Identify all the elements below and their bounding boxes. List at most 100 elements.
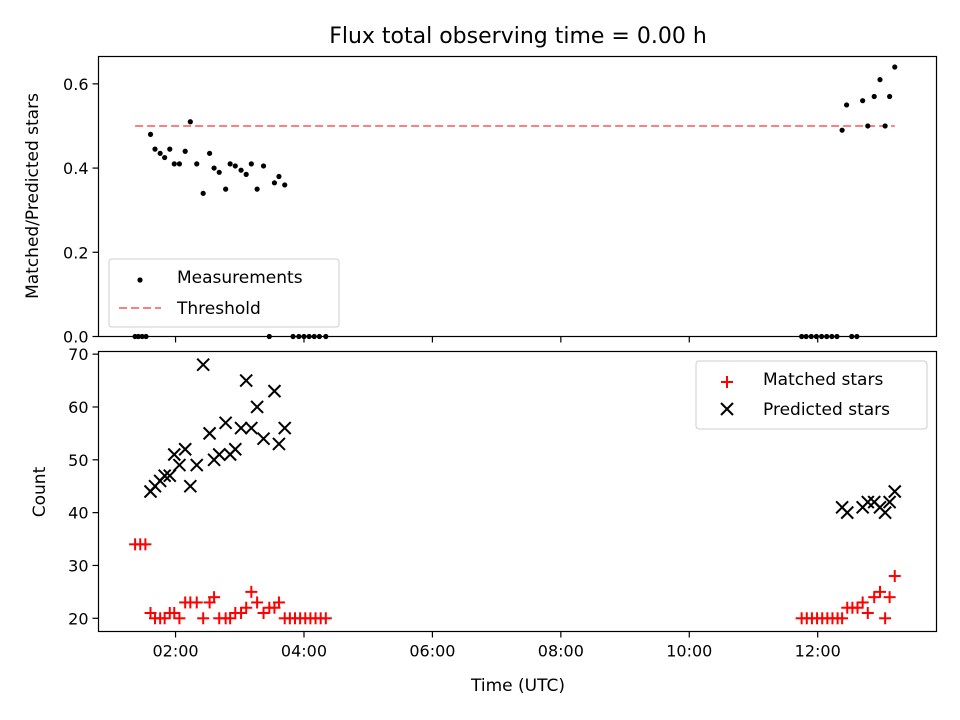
predicted-stars-point bbox=[228, 442, 242, 456]
matched-stars-point bbox=[168, 607, 181, 620]
measurement-point bbox=[276, 173, 282, 180]
measurement-point bbox=[282, 182, 288, 188]
predicted-stars-point bbox=[888, 484, 902, 499]
matched-stars-point bbox=[888, 570, 901, 583]
bottom-panel: 20 30 40 50 60 70 02:00 04:00 06:00 08:00 10:00 12:… bbox=[30, 345, 938, 696]
measurement-point bbox=[227, 161, 233, 167]
predicted-stars-point bbox=[882, 495, 897, 509]
x-tick-label: 10:00 bbox=[666, 642, 712, 661]
matched-stars-point bbox=[240, 601, 253, 614]
predicted-stars-point bbox=[202, 426, 217, 441]
predicted-stars-point bbox=[861, 495, 875, 509]
predicted-stars-point bbox=[172, 458, 187, 472]
x-tick-label: 12:00 bbox=[795, 642, 841, 661]
bottom-y-tick-label: 20 bbox=[68, 609, 88, 628]
measurement-point bbox=[882, 123, 888, 129]
top-panel: 0.0 0.2 0.4 0.6 Matched/Predicted stars Mea… bbox=[23, 55, 938, 347]
bottom-y-tick-label: 30 bbox=[68, 556, 88, 575]
measurement-point bbox=[271, 180, 278, 186]
top-legend: Measurements Threshold bbox=[108, 258, 340, 328]
legend-predicted-marker bbox=[720, 402, 734, 416]
predicted-stars-point bbox=[212, 447, 226, 462]
predicted-stars-point bbox=[218, 416, 233, 430]
measurement-point bbox=[157, 150, 163, 156]
predicted-stars-point bbox=[878, 505, 892, 520]
measurement-point bbox=[194, 161, 200, 167]
legend-measurements-label: Measurements bbox=[177, 268, 303, 288]
measurement-point bbox=[223, 186, 229, 192]
bottom-y-tick-label: 50 bbox=[68, 451, 88, 470]
measurement-point bbox=[152, 146, 158, 152]
matched-stars-point bbox=[245, 585, 258, 598]
matched-stars-point bbox=[197, 612, 210, 625]
matched-stars-point bbox=[851, 601, 864, 614]
legend-threshold-label: Threshold bbox=[176, 299, 261, 319]
x-tick-label: 06:00 bbox=[409, 642, 455, 661]
matched-stars-point bbox=[836, 612, 849, 625]
top-y-tick-label: 0.2 bbox=[63, 243, 88, 262]
measurement-point bbox=[171, 161, 177, 167]
predicted-stars-point bbox=[163, 468, 177, 483]
predicted-stars-point bbox=[157, 468, 172, 483]
matched-stars-point bbox=[158, 612, 171, 625]
predicted-stars-point bbox=[183, 479, 198, 493]
predicted-stars-point bbox=[244, 421, 259, 435]
measurement-point bbox=[865, 123, 871, 129]
matched-stars-point bbox=[251, 596, 264, 609]
matched-stars-point bbox=[173, 612, 186, 625]
measurement-point bbox=[182, 148, 188, 154]
top-axes-frame bbox=[97, 55, 938, 338]
measurement-point bbox=[206, 150, 213, 156]
predicted-stars-point bbox=[239, 373, 253, 388]
measurement-point bbox=[887, 93, 893, 100]
matched-stars-point bbox=[319, 612, 332, 625]
matched-stars-point bbox=[856, 596, 869, 609]
matched-stars-point bbox=[208, 591, 221, 604]
matched-stars-point bbox=[235, 607, 248, 620]
matched-stars-point bbox=[257, 607, 270, 620]
matched-stars-point bbox=[883, 591, 896, 604]
chart-title: Flux total observing time = 0.00 h bbox=[329, 24, 707, 49]
legend-predicted-label: Predicted stars bbox=[763, 400, 890, 420]
predicted-stars-point bbox=[234, 421, 248, 435]
matched-stars-point bbox=[272, 596, 285, 609]
bottom-y-axis-label: Count bbox=[30, 466, 50, 517]
predicted-stars-point bbox=[278, 421, 292, 435]
top-y-axis-label: Matched/Predicted stars bbox=[23, 93, 43, 299]
bottom-y-tick-label: 40 bbox=[68, 504, 88, 523]
predicted-stars-point bbox=[256, 431, 271, 446]
legend-measurements-marker bbox=[137, 277, 143, 283]
measurement-point bbox=[248, 161, 254, 167]
bottom-legend: Matched stars Predicted stars bbox=[695, 360, 928, 430]
predicted-stars-point bbox=[196, 358, 210, 372]
bottom-y-tick-label: 70 bbox=[68, 345, 88, 364]
matched-stars-point bbox=[873, 585, 886, 598]
measurement-point bbox=[162, 154, 168, 161]
predicted-stars-point bbox=[167, 447, 181, 462]
x-tick-label: 04:00 bbox=[281, 642, 327, 661]
predicted-stars-point bbox=[178, 442, 192, 456]
predicted-stars-point bbox=[840, 505, 854, 520]
x-tick-label: 08:00 bbox=[538, 642, 584, 661]
measurement-point bbox=[877, 77, 883, 83]
measurement-point bbox=[147, 131, 154, 137]
measurement-point bbox=[860, 98, 866, 104]
bottom-axes-frame bbox=[97, 350, 938, 633]
bottom-y-tick-label: 60 bbox=[68, 398, 88, 417]
matched-stars-point bbox=[224, 612, 237, 625]
top-y-tick-label: 0.4 bbox=[63, 159, 88, 178]
measurement-point bbox=[232, 163, 238, 169]
measurement-point bbox=[200, 190, 206, 196]
matched-stars-point bbox=[861, 607, 874, 620]
x-tick-label: 02:00 bbox=[153, 642, 199, 661]
x-axis-label: Time (UTC) bbox=[470, 676, 565, 696]
predicted-stars-point bbox=[190, 458, 204, 472]
legend-matched-marker bbox=[721, 376, 733, 388]
predicted-stars-point bbox=[267, 384, 282, 398]
predicted-stars-point bbox=[250, 400, 264, 414]
matched-stars-point bbox=[868, 591, 881, 604]
measurement-point bbox=[211, 165, 217, 171]
matched-stars-point bbox=[139, 538, 152, 551]
matched-stars-point bbox=[879, 612, 892, 625]
